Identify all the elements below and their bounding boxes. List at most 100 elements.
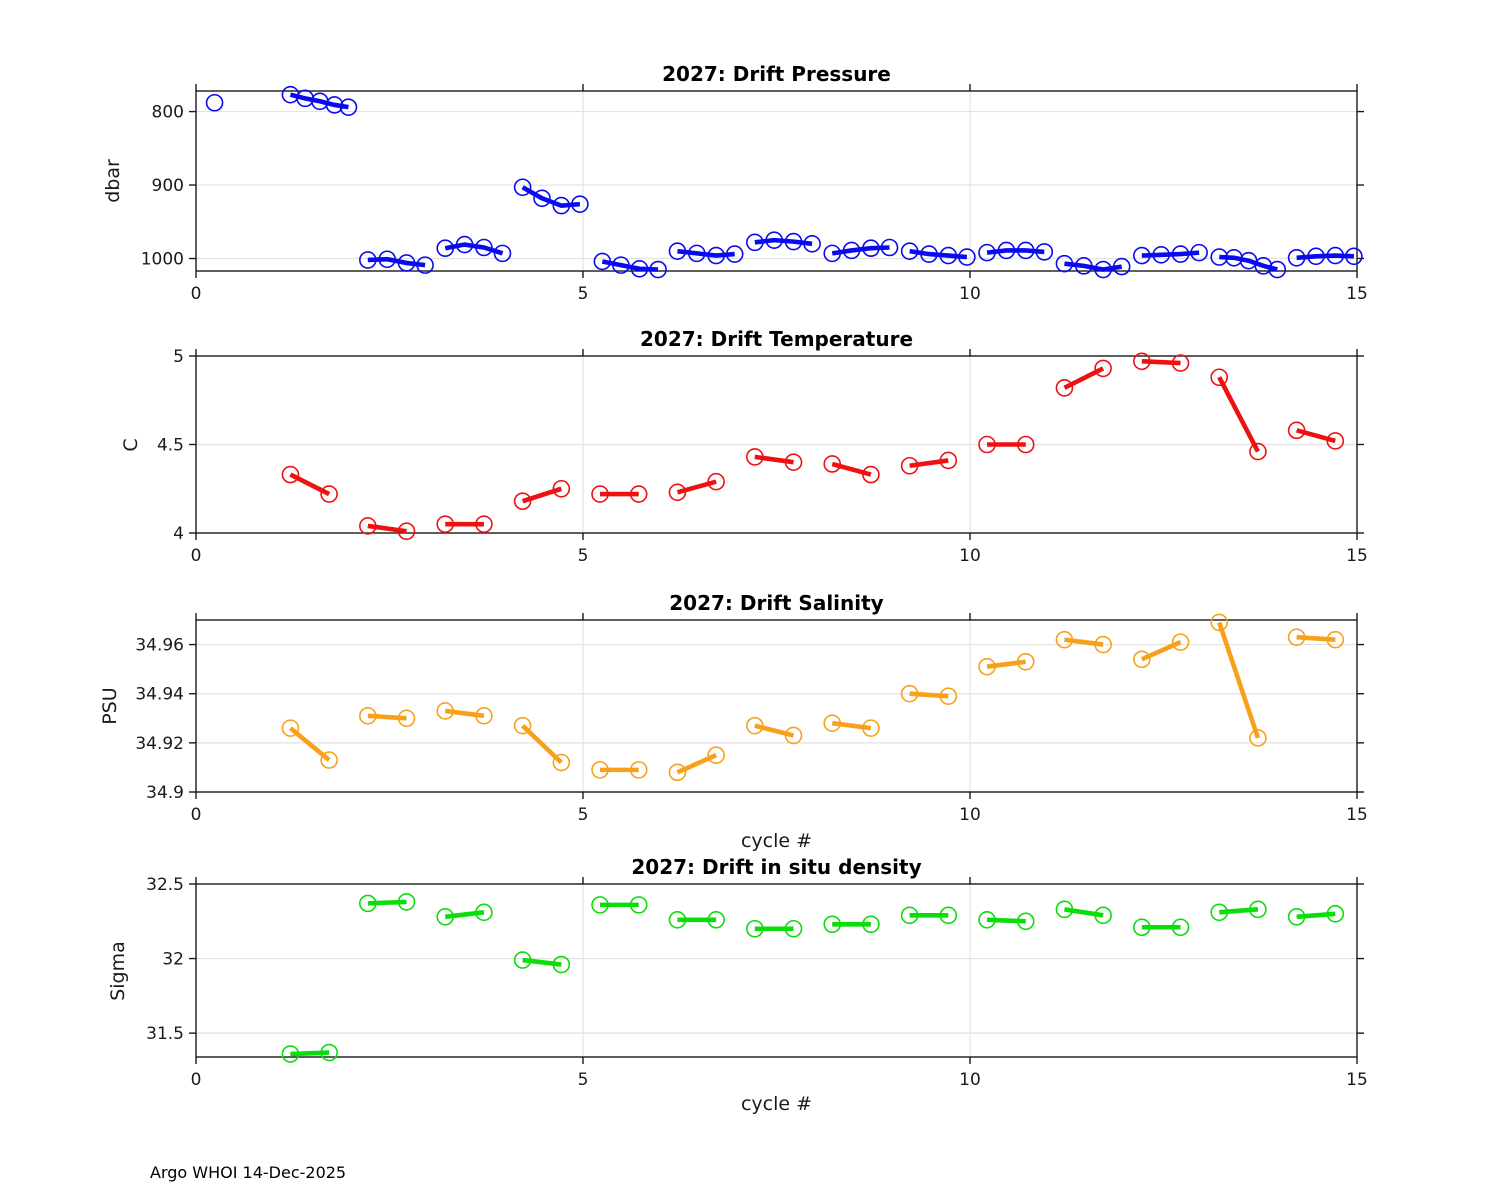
temperature-data-marker: [978, 435, 996, 454]
density-data-marker: [359, 894, 377, 913]
temperature-data-marker: [1249, 442, 1267, 461]
salinity-data-marker: [1094, 635, 1112, 654]
density-data-marker: [397, 893, 416, 911]
pressure-data-marker: [668, 242, 687, 260]
pressure-data-marker: [920, 245, 938, 263]
pressure-drift-segment: [289, 92, 349, 110]
temperature-drift-segment: [1296, 428, 1336, 444]
pressure-data-marker: [784, 232, 803, 251]
temperature-drift-segment: [1063, 366, 1105, 390]
pressure-x-tick-label: 5: [578, 284, 589, 304]
salinity-plot-box: [195, 619, 1358, 793]
density-drift-segment: [367, 899, 407, 906]
density-data-marker: [862, 915, 880, 934]
pressure-panel-title: 2027: Drift Pressure: [662, 62, 891, 86]
pressure-data-marker: [1345, 247, 1363, 266]
density-drift-segment: [444, 910, 485, 920]
density-data-marker: [1210, 903, 1229, 922]
salinity-data-marker: [900, 684, 919, 703]
pressure-data-marker: [842, 241, 861, 260]
pressure-data-marker: [1035, 243, 1054, 261]
density-x-axis-label: cycle #: [740, 1093, 813, 1115]
salinity-data-marker: [823, 714, 842, 733]
density-data-marker: [320, 1043, 338, 1062]
temperature-data-marker: [1055, 379, 1074, 397]
pressure-data-marker: [1307, 247, 1325, 266]
salinity-data-marker: [359, 707, 377, 725]
pressure-data-marker: [1171, 245, 1190, 263]
pressure-y-tick-label: 1000: [141, 250, 184, 270]
temperature-data-marker: [281, 465, 300, 484]
pressure-data-marker: [765, 231, 783, 249]
density-data-marker: [668, 910, 687, 929]
pressure-data-marker: [1112, 257, 1131, 276]
temperature-data-marker: [1326, 432, 1345, 450]
pressure-x-tick-label: 10: [959, 284, 981, 304]
pressure-data-marker: [493, 244, 512, 263]
pressure-data-marker: [359, 251, 377, 269]
temperature-data-marker: [784, 453, 803, 472]
density-y-tick-label: 32.5: [146, 875, 184, 895]
temperature-panel-title: 2027: Drift Temperature: [639, 327, 914, 351]
pressure-plot-box: [195, 90, 1358, 272]
pressure-y-tick-label: 900: [152, 176, 184, 196]
pressure-drift-segment: [601, 259, 659, 272]
salinity-data-marker: [591, 761, 609, 779]
temperature-data-marker: [629, 485, 648, 503]
salinity-data-marker: [978, 657, 996, 676]
pressure-drift-segment: [986, 248, 1045, 255]
density-data-marker: [784, 919, 803, 938]
salinity-data-marker: [1287, 628, 1306, 647]
temperature-y-tick-label: 4: [173, 524, 184, 544]
salinity-data-marker: [939, 687, 958, 705]
density-data-marker: [475, 903, 493, 922]
temperature-data-marker: [1016, 435, 1035, 454]
salinity-drift-segment: [1064, 637, 1104, 647]
temperature-data-marker: [900, 456, 919, 475]
pressure-drift-segment: [521, 185, 581, 208]
temperature-x-tick-label: 10: [959, 546, 981, 566]
pressure-data-marker: [612, 256, 630, 274]
pressure-data-marker: [1016, 241, 1035, 260]
pressure-drift-segment: [444, 242, 504, 256]
pressure-data-marker: [978, 243, 996, 262]
pressure-data-marker: [552, 196, 571, 215]
pressure-data-marker: [939, 246, 958, 265]
temperature-data-marker: [1171, 354, 1190, 372]
temperature-data-marker: [475, 515, 493, 533]
temperature-panel: 0 5 10 15 4 4.5 5: [157, 347, 1368, 566]
pressure-data-marker: [325, 96, 344, 114]
temperature-drift-segment: [831, 461, 872, 477]
temperature-data-marker: [668, 483, 687, 502]
salinity-data-marker: [1133, 650, 1151, 669]
pressure-data-marker: [1210, 248, 1229, 266]
pressure-data-marker: [1133, 246, 1151, 265]
salinity-x-axis-label: cycle #: [740, 830, 813, 852]
salinity-drift-segment: [676, 753, 718, 775]
pressure-x-tick-label: 15: [1346, 284, 1368, 304]
temperature-data-marker: [552, 479, 571, 498]
density-data-marker: [1249, 900, 1267, 919]
pressure-data-marker: [823, 244, 842, 263]
pressure-drift-segment: [677, 248, 735, 258]
salinity-x-tick-label: 5: [578, 805, 589, 825]
pressure-data-marker: [649, 260, 667, 279]
density-y-tick-label: 32: [162, 950, 184, 970]
density-data-marker: [978, 910, 996, 929]
pressure-data-marker: [997, 241, 1016, 260]
pressure-drift-segment: [367, 256, 426, 268]
density-data-marker: [436, 908, 455, 926]
temperature-data-marker: [1094, 359, 1112, 378]
density-y-tick-label: 31.5: [146, 1024, 184, 1044]
pressure-data-marker: [725, 245, 744, 263]
salinity-y-tick-label: 34.9: [146, 783, 184, 803]
density-drift-segment: [1064, 907, 1104, 918]
salinity-drift-segment: [444, 708, 485, 719]
temperature-x-tick-label: 0: [191, 546, 202, 566]
salinity-drift-segment: [831, 720, 872, 731]
temperature-y-tick-label: 4.5: [157, 436, 184, 456]
salinity-data-marker: [397, 709, 416, 728]
salinity-y-tick-label: 34.96: [135, 636, 184, 656]
salinity-data-marker: [629, 761, 648, 779]
salinity-drift-segment: [521, 723, 563, 765]
